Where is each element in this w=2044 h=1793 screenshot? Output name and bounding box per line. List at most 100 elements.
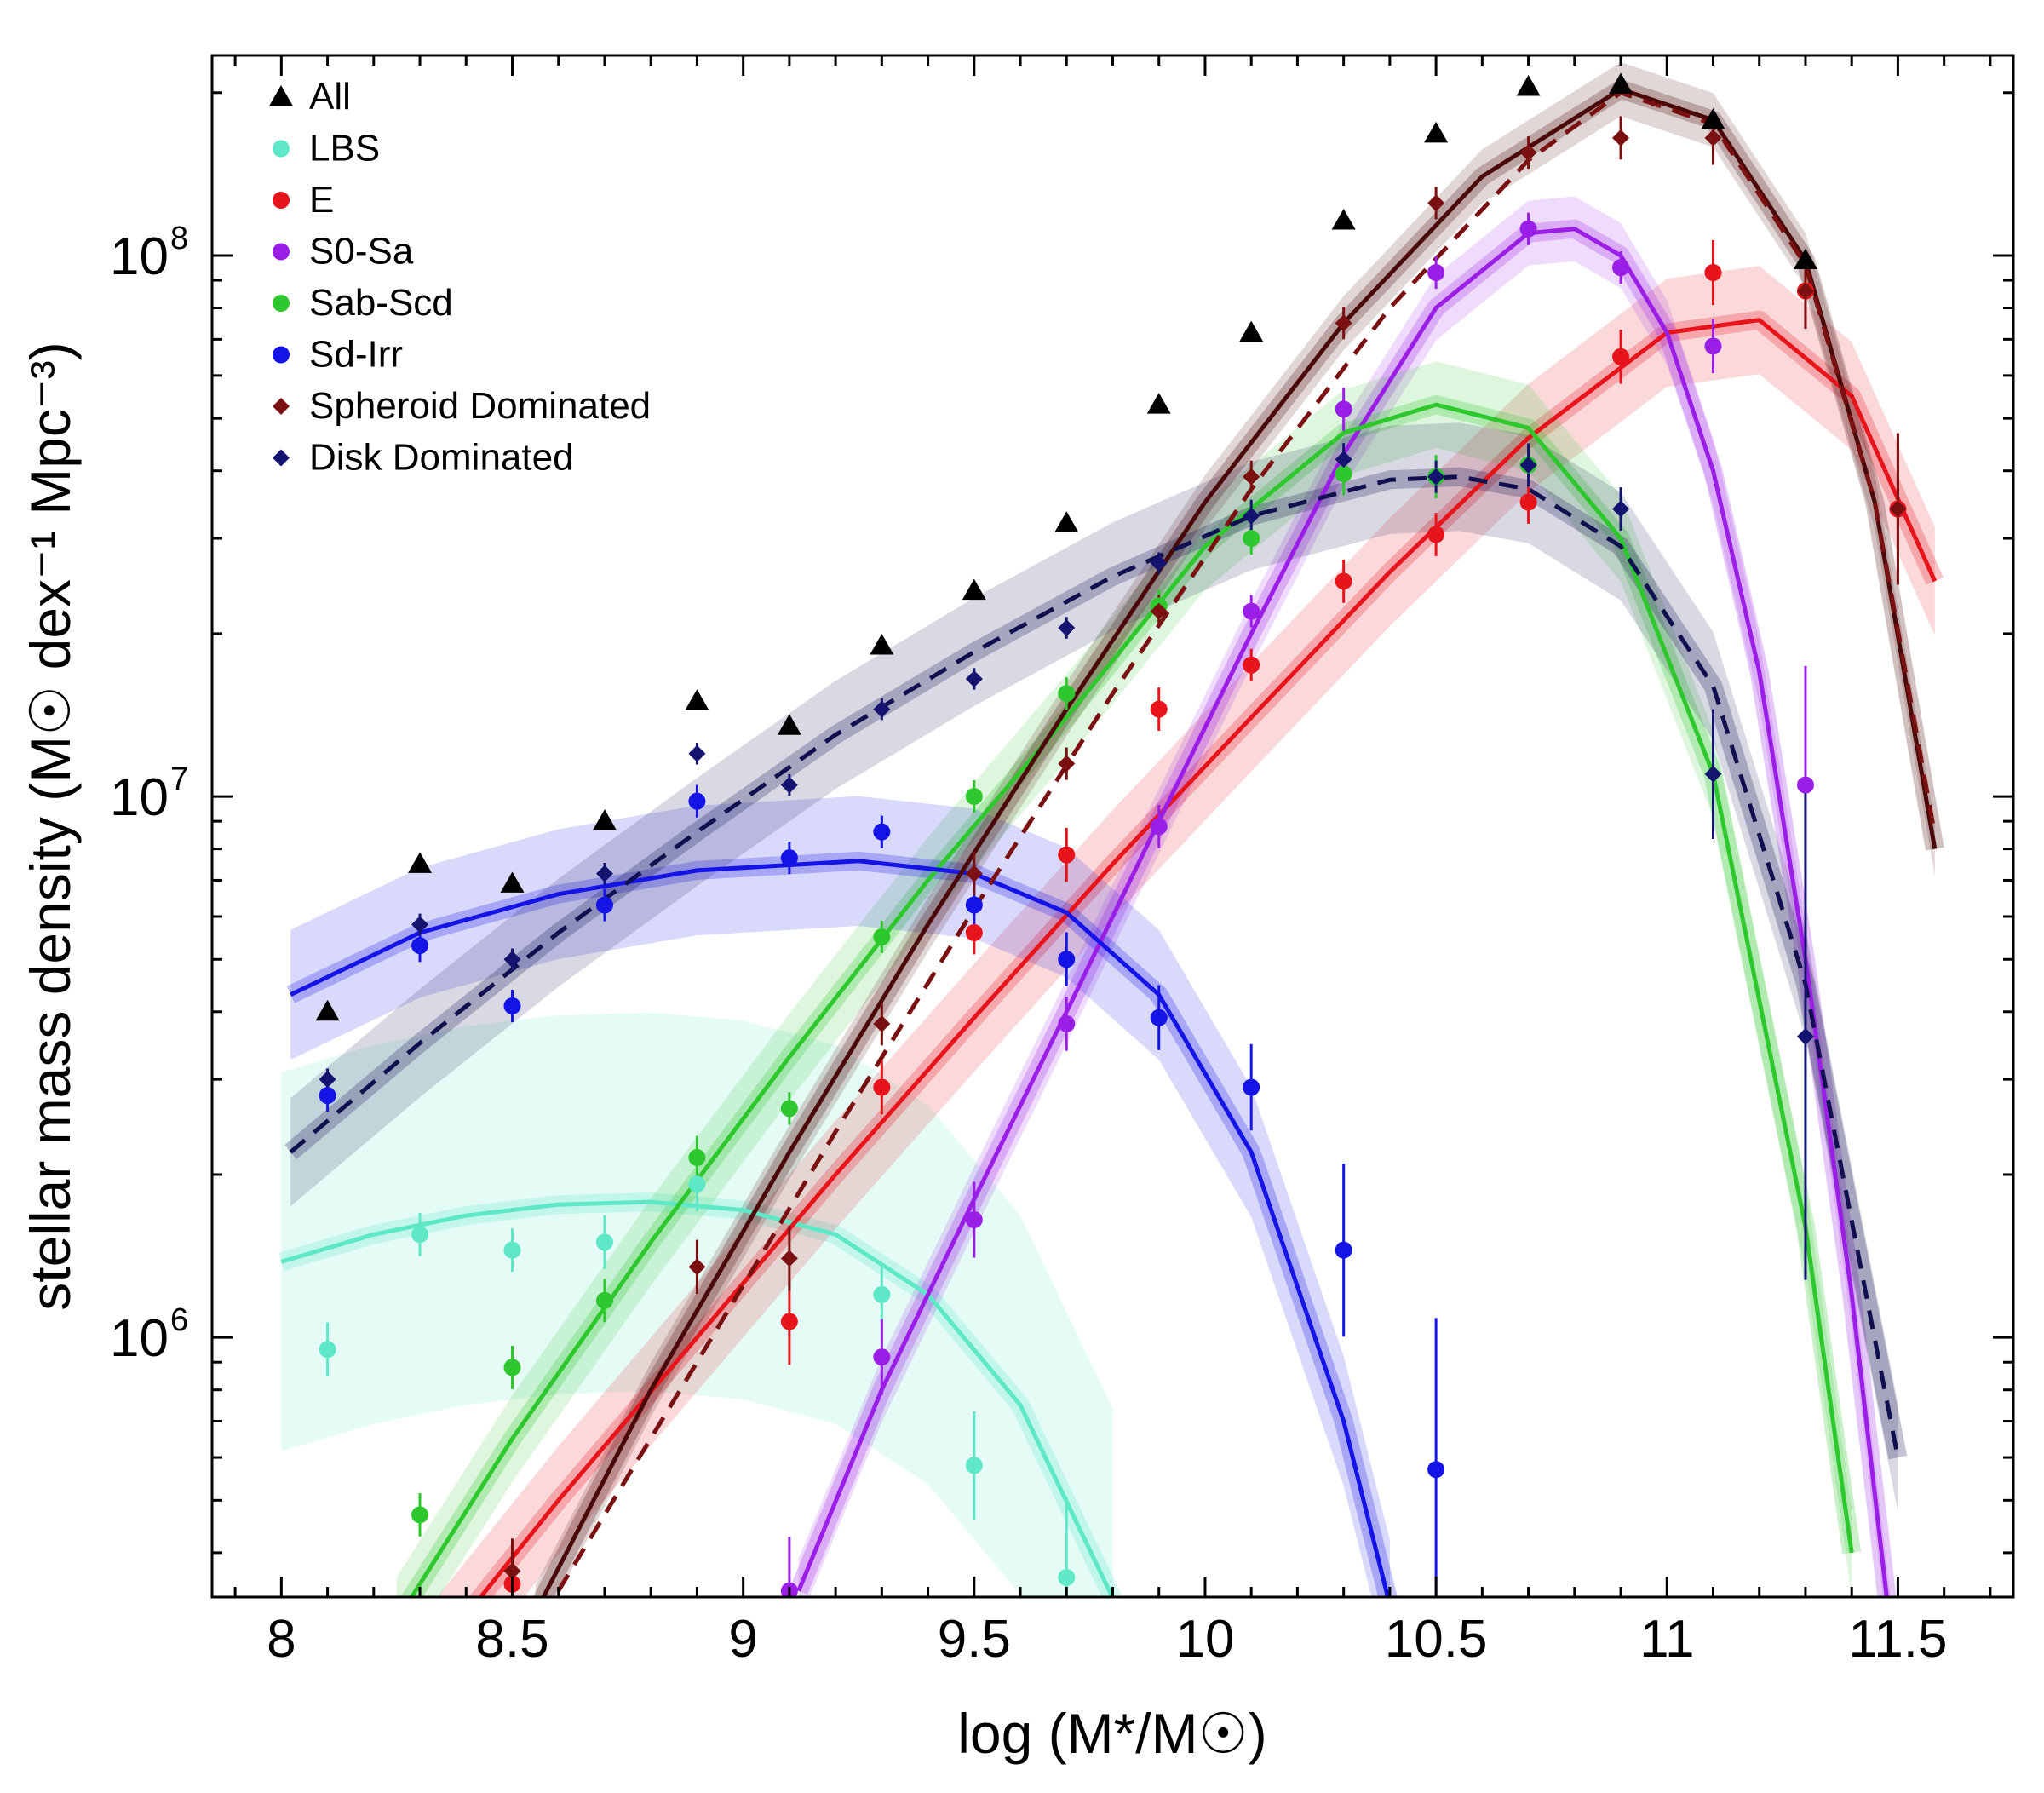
fit-line-e: [478, 318, 1938, 1597]
y-tick-label-exponent: 7: [170, 761, 188, 797]
point-s0-sa: [873, 1348, 891, 1366]
point-spheroid-dominated: [1796, 282, 1814, 300]
legend-marker-e: [273, 192, 290, 209]
fit-band-lbs: [281, 1012, 1113, 1597]
point-all: [1701, 107, 1725, 129]
point-sd-irr: [873, 823, 891, 841]
fit-band-sab-scd: [396, 361, 1852, 1597]
point-disk-dominated: [411, 916, 429, 934]
point-all: [1054, 511, 1079, 532]
x-tick-labels: 8 8.5 9 9.5 10 10.5 11 11.5: [267, 1610, 1947, 1669]
point-sd-irr: [1243, 1078, 1260, 1096]
point-all: [1609, 72, 1633, 94]
point-e: [965, 923, 983, 941]
legend-marker-all: [269, 85, 293, 106]
point-spheroid-dominated: [688, 1258, 706, 1276]
point-sab-scd: [503, 1359, 521, 1376]
point-disk-dominated: [1243, 507, 1260, 525]
point-e: [1150, 700, 1168, 718]
legend-label-sd-irr: Sd-Irr: [309, 334, 403, 376]
point-s0-sa: [1519, 220, 1537, 238]
point-spheroid-dominated: [1519, 144, 1537, 162]
point-spheroid-dominated: [873, 1014, 891, 1032]
point-all: [1239, 320, 1264, 342]
y-tick-label-base: 10: [110, 1309, 169, 1368]
x-tick-label: 8.5: [475, 1610, 548, 1669]
point-all: [315, 999, 340, 1021]
point-spheroid-dominated: [1150, 602, 1168, 620]
point-lbs: [688, 1175, 706, 1193]
x-axis-label: log (M*/M☉): [957, 1702, 1267, 1765]
y-tick-label-exponent: 6: [170, 1302, 188, 1338]
point-sab-scd: [965, 788, 983, 806]
point-spheroid-dominated: [780, 1250, 798, 1267]
point-e: [1243, 656, 1260, 674]
axis-ticks: [212, 55, 2013, 1597]
point-disk-dominated: [1058, 619, 1076, 637]
point-s0-sa: [965, 1211, 983, 1229]
legend-label-e: E: [309, 179, 334, 221]
point-sab-scd: [780, 1100, 798, 1118]
point-all: [1793, 248, 1817, 270]
y-axis-label: stellar mass density (M☉ dex⁻¹ Mpc⁻³): [19, 342, 82, 1310]
point-spheroid-dominated: [1704, 129, 1722, 147]
point-lbs: [503, 1241, 521, 1259]
point-sd-irr: [319, 1087, 336, 1105]
point-lbs: [873, 1285, 891, 1303]
point-all: [685, 689, 709, 710]
point-all: [1146, 393, 1171, 414]
point-spheroid-dominated: [1612, 129, 1630, 147]
point-disk-dominated: [1427, 468, 1445, 486]
legend-label-sab-scd: Sab-Scd: [309, 282, 453, 324]
x-tick-label: 11.5: [1848, 1610, 1947, 1669]
point-lbs: [1058, 1568, 1076, 1586]
legend-marker-sd-irr: [273, 346, 290, 364]
point-s0-sa: [1335, 400, 1352, 418]
legend-label-spheroid-dominated: Spheroid Dominated: [309, 385, 651, 427]
point-spheroid-dominated: [965, 865, 983, 882]
legend-marker-spheroid-dominated: [273, 398, 290, 415]
x-tick-label: 10.5: [1385, 1610, 1488, 1669]
point-all: [408, 852, 433, 873]
x-tick-label: 9: [728, 1610, 757, 1669]
point-e: [780, 1313, 798, 1330]
point-e: [1612, 348, 1630, 365]
point-disk-dominated: [873, 700, 891, 718]
point-spheroid-dominated: [1335, 314, 1352, 332]
point-s0-sa: [1704, 337, 1722, 355]
point-sab-scd: [411, 1506, 429, 1524]
point-all: [1516, 74, 1541, 96]
point-sd-irr: [411, 937, 429, 955]
point-disk-dominated: [1150, 555, 1168, 572]
legend-marker-disk-dominated: [273, 449, 290, 467]
legend-label-all: All: [309, 76, 351, 118]
x-tick-label: 9.5: [938, 1610, 1011, 1669]
point-sab-scd: [1335, 465, 1352, 483]
point-sd-irr: [503, 997, 521, 1014]
point-disk-dominated: [780, 776, 798, 794]
legend-marker-s0-sa: [273, 243, 290, 261]
point-disk-dominated: [1335, 451, 1352, 468]
point-e: [1058, 846, 1076, 864]
point-s0-sa: [1612, 259, 1630, 277]
point-spheroid-dominated: [1427, 194, 1445, 212]
legend-marker-lbs: [273, 140, 290, 158]
y-tick-label-exponent: 8: [170, 221, 188, 256]
point-all: [1331, 209, 1356, 230]
point-e: [1427, 526, 1445, 543]
point-s0-sa: [1796, 776, 1814, 794]
point-lbs: [319, 1341, 336, 1359]
point-s0-sa: [1427, 263, 1445, 281]
legend-label-s0-sa: S0-Sa: [309, 231, 414, 273]
point-spheroid-dominated: [503, 1562, 521, 1580]
legend-marker-sab-scd: [273, 295, 290, 312]
point-sd-irr: [688, 792, 706, 810]
point-disk-dominated: [688, 744, 706, 762]
point-sd-irr: [1058, 951, 1076, 968]
point-sab-scd: [1058, 685, 1076, 703]
point-all: [870, 634, 894, 655]
x-tick-label: 8: [267, 1610, 296, 1669]
point-spheroid-dominated: [1889, 500, 1907, 518]
point-sab-scd: [688, 1149, 706, 1167]
